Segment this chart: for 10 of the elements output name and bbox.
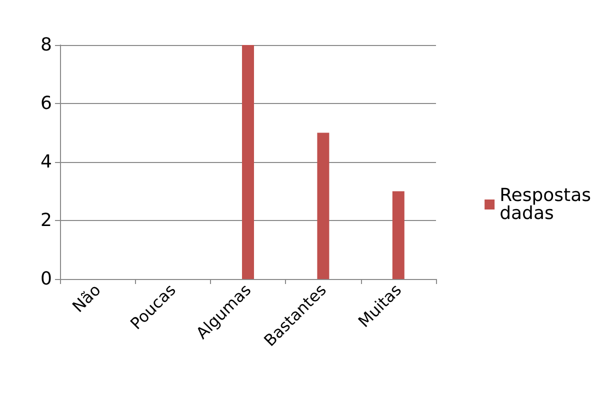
x-tick-label: Não bbox=[68, 280, 104, 316]
y-tick-label: 6 bbox=[40, 93, 52, 114]
y-tick-label: 2 bbox=[40, 210, 52, 231]
legend-label: Respostas dadas bbox=[500, 185, 592, 224]
y-tick-label: 8 bbox=[40, 34, 52, 56]
bar bbox=[242, 45, 254, 279]
y-tick-label: 0 bbox=[40, 268, 52, 290]
bar bbox=[317, 132, 330, 279]
bar bbox=[392, 191, 404, 279]
y-tick-label: 4 bbox=[40, 152, 52, 172]
